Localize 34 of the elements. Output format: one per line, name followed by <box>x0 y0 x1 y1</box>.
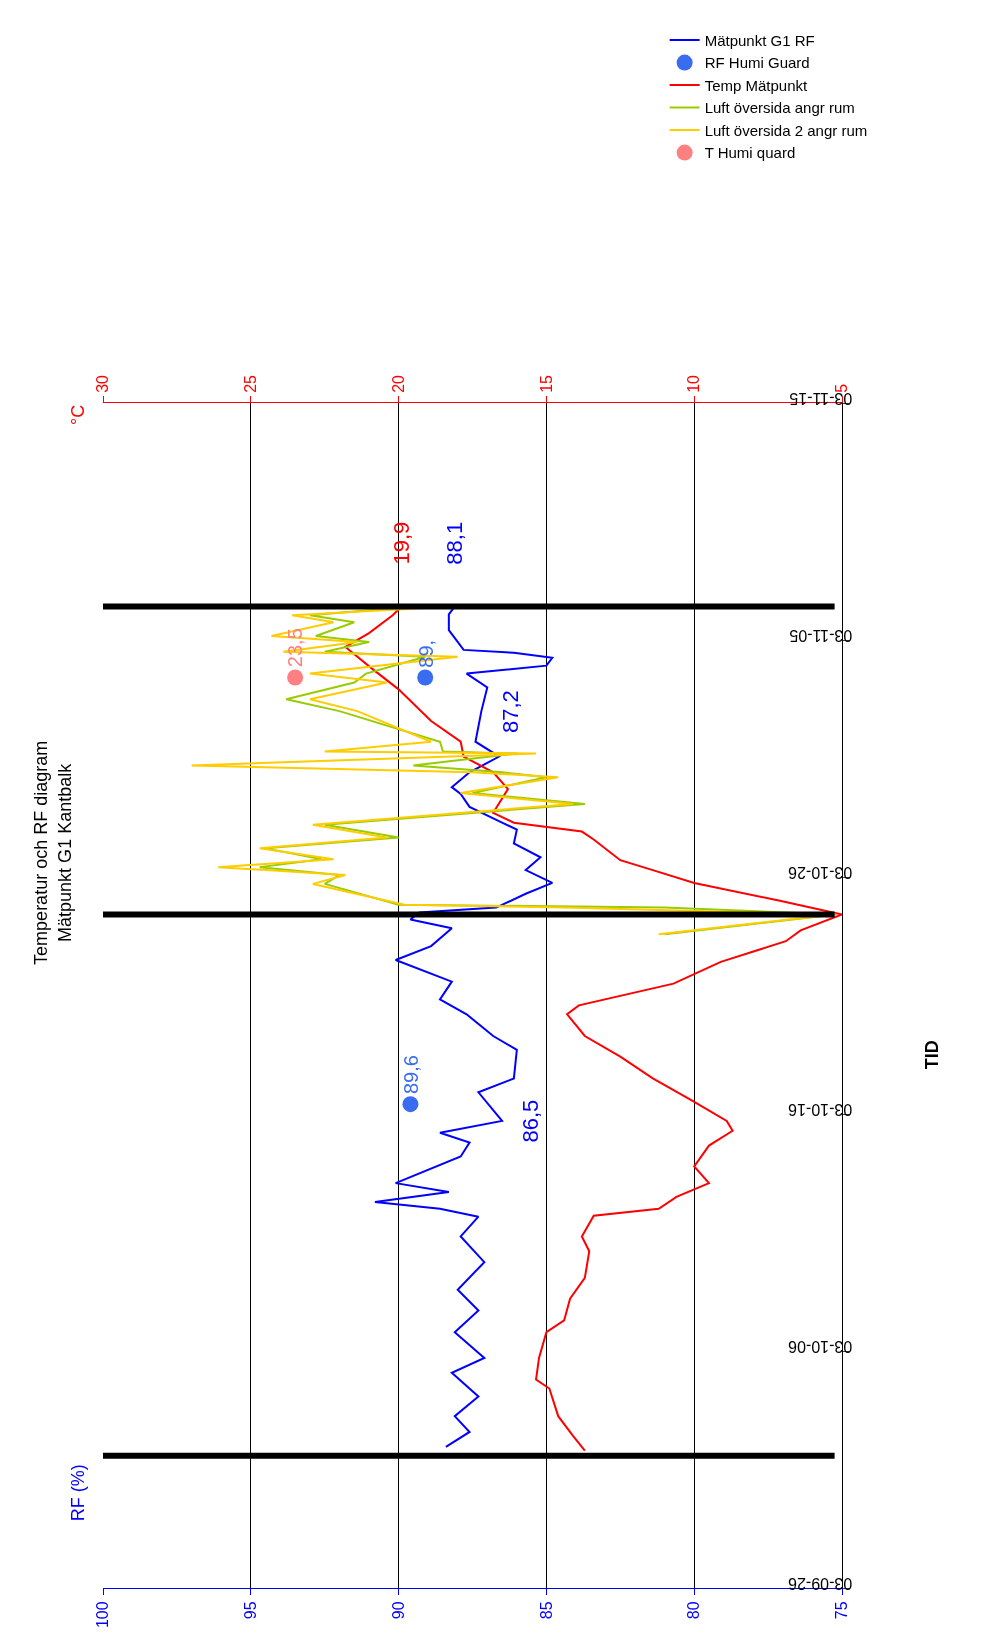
legend-label: T Humi quard <box>704 144 796 162</box>
data-label: 89,6 <box>399 1055 422 1095</box>
x-tick-label: 85 <box>537 1601 555 1620</box>
y-tick-label: 03-11-05 <box>789 626 853 644</box>
legend-label: Mätpunkt G1 RF <box>704 31 815 49</box>
x2-tick-label: 30 <box>94 374 112 393</box>
text: Mätpunkt G1 Kantbalk <box>54 762 75 942</box>
y-axis-title: TID <box>921 1040 942 1070</box>
x-tick-label: 90 <box>389 1601 407 1620</box>
data-label: 87,2 <box>497 690 523 733</box>
x-tick-label: 80 <box>685 1601 703 1620</box>
data-label: 19,9 <box>388 521 414 565</box>
data-label: 23,5 <box>284 628 307 668</box>
y-tick-label: 03-10-06 <box>788 1337 853 1355</box>
x2-tick-label: 15 <box>537 374 555 393</box>
x2-tick-label: 25 <box>242 374 259 393</box>
legend-label: RF Humi Guard <box>704 54 810 72</box>
legend-label: Temp Mätpunkt <box>704 76 809 94</box>
x2-tick-label: 10 <box>685 374 703 393</box>
legend-label: Luft översida 2 angr rum <box>704 121 868 139</box>
text: RF (%) <box>67 1464 88 1522</box>
x2-tick-label: 20 <box>389 374 407 393</box>
text: °C <box>68 404 89 426</box>
y-tick-label: 03-10-16 <box>788 1100 853 1118</box>
x-tick-label: 95 <box>242 1601 259 1620</box>
legend-label: Luft översida angr rum <box>704 99 855 117</box>
x-tick-label: 100 <box>94 1601 112 1629</box>
text: Temperatur och RF diagram <box>31 740 52 965</box>
x-tick-label: 75 <box>833 1601 851 1620</box>
data-label: 88,1 <box>441 521 467 565</box>
y-tick-label: 03-10-26 <box>788 863 853 881</box>
y-tick-label: 03-09-26 <box>788 1574 853 1592</box>
data-label: 89, <box>414 639 437 668</box>
data-label: 86,5 <box>517 1099 543 1143</box>
